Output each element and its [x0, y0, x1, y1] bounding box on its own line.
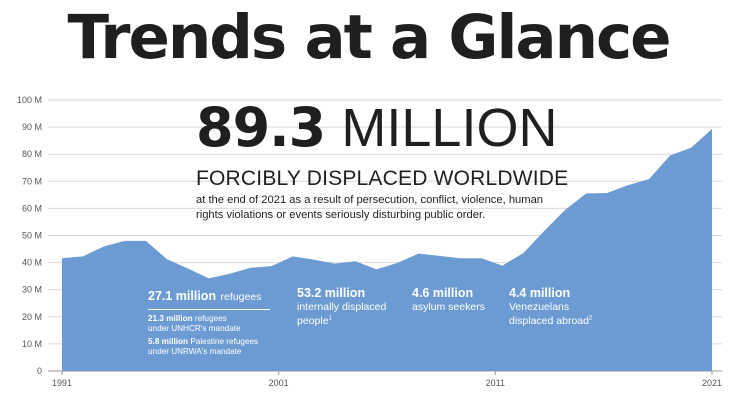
headline-value: 89.3: [196, 96, 326, 159]
idp-line2: people: [297, 315, 329, 327]
displacement-area: [62, 129, 712, 371]
idp-value: 53.2 million: [297, 286, 366, 300]
y-tick-label: 10 M: [22, 339, 42, 349]
refugees-sub1-text-a: refugees: [194, 314, 227, 323]
refugees-sub2-text-b: under UNRWA's mandate: [148, 347, 242, 356]
venezuelans-line1: Venezuelans: [509, 301, 570, 313]
venezuelans-value: 4.4 million: [509, 286, 571, 300]
y-tick-label: 80 M: [22, 149, 42, 159]
y-tick-label: 100 M: [17, 95, 42, 105]
x-axis-ticks: 1991 2001 2011 2021: [52, 371, 722, 388]
idp-footnote: 1: [328, 315, 332, 322]
headline-unit: MILLION: [341, 98, 558, 158]
stat-venezuelans: 4.4 million Venezuelans displaced abroad…: [509, 286, 592, 328]
refugees-sub2-text-a: Palestine refugees: [190, 337, 259, 346]
headline-description: at the end of 2021 as a result of persec…: [196, 194, 544, 221]
x-tick-label: 2011: [486, 378, 505, 388]
refugees-sub1-value: 21.3 million: [148, 314, 193, 323]
y-tick-label: 70 M: [22, 176, 42, 186]
main-title: Trends at a Glance: [67, 2, 671, 73]
y-tick-label: 40 M: [22, 258, 42, 268]
refugees-value: 27.1 million: [148, 289, 217, 303]
headline-number: 89.3 MILLION: [196, 96, 558, 159]
y-tick-label: 60 M: [22, 203, 42, 213]
y-tick-label: 20 M: [22, 312, 42, 322]
x-tick-label: 1991: [52, 378, 72, 388]
stat-idp: 53.2 million internally displaced people…: [297, 286, 386, 328]
stat-asylum: 4.6 million asylum seekers: [412, 286, 485, 314]
x-tick-label: 2021: [702, 378, 722, 388]
stat-refugees: 27.1 million refugees 21.3 million refug…: [148, 287, 273, 357]
refugees-sub1-text-b: under UNHCR's mandate: [148, 324, 241, 333]
y-tick-label: 0: [37, 366, 42, 376]
headline-subtitle: FORCIBLY DISPLACED WORLDWIDE: [196, 167, 569, 190]
venezuelans-footnote: 2: [588, 315, 593, 322]
asylum-line1: asylum seekers: [412, 301, 485, 313]
refugees-divider: [148, 309, 270, 310]
refugees-label: refugees: [220, 291, 262, 303]
y-tick-label: 90 M: [22, 122, 42, 132]
venezuelans-line2: displaced abroad: [509, 315, 589, 327]
y-tick-label: 30 M: [22, 285, 42, 295]
y-axis-ticks: 0 10 M 20 M 30 M 40 M 50 M 60 M 70 M 80 M 90 M 100…: [17, 95, 42, 376]
idp-line1: internally displaced: [297, 301, 387, 313]
asylum-value: 4.6 million: [412, 286, 474, 300]
refugees-sub2-value: 5.8 million: [148, 337, 189, 346]
y-tick-label: 50 M: [22, 231, 42, 241]
x-tick-label: 2001: [269, 378, 289, 388]
